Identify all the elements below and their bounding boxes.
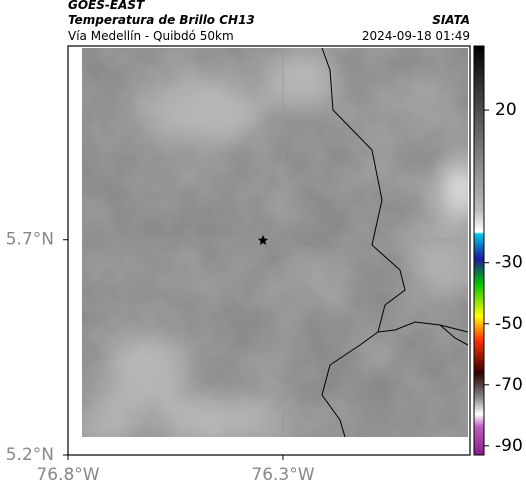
- lon-tick-label: 76.3°W: [251, 465, 314, 485]
- subtitle: Temperatura de Brillo CH13: [68, 13, 255, 27]
- lat-tick-label: 5.2°N: [6, 445, 54, 465]
- lat-tick-label: 5.7°N: [6, 230, 54, 250]
- satellite-image: [82, 48, 468, 437]
- colorbar-tick-label: -70: [495, 375, 523, 395]
- colorbar-tick-label: -30: [495, 253, 523, 273]
- colorbar: [473, 45, 485, 456]
- timestamp: 2024-09-18 01:49: [362, 29, 470, 43]
- colorbar-tick-label: 20: [495, 100, 517, 120]
- title: GOES-EAST: [68, 0, 145, 12]
- route: Vía Medellín - Quibdó 50km: [68, 29, 234, 43]
- colorbar-tick-label: -50: [495, 314, 523, 334]
- colorbar-tick-label: -90: [495, 436, 523, 456]
- source: SIATA: [432, 13, 470, 27]
- map-frame: [67, 45, 471, 456]
- lon-tick-label: 76.8°W: [36, 465, 99, 485]
